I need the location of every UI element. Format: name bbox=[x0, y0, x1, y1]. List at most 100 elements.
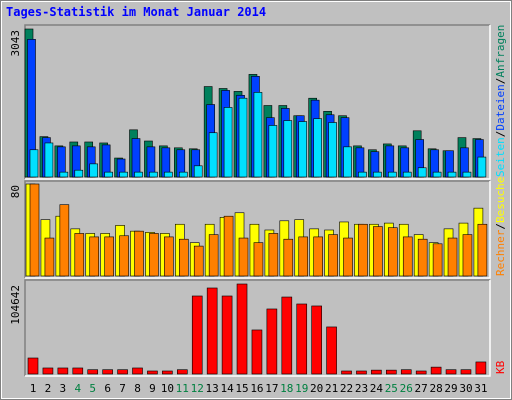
bar bbox=[147, 370, 158, 375]
x-tick-label: 21 bbox=[325, 382, 338, 395]
legend-entry: Besuche bbox=[494, 177, 507, 223]
bar bbox=[281, 296, 293, 375]
bar bbox=[193, 245, 204, 277]
bar bbox=[44, 142, 54, 178]
legend: Rechner/Besuche bbox=[494, 177, 507, 276]
bar bbox=[313, 118, 322, 178]
bar bbox=[447, 171, 457, 178]
bar bbox=[268, 125, 278, 178]
x-tick-label: 31 bbox=[474, 382, 487, 395]
bar bbox=[462, 171, 472, 178]
x-tick-label: 9 bbox=[149, 382, 156, 395]
bar bbox=[417, 238, 428, 277]
bar bbox=[373, 226, 383, 277]
bar bbox=[59, 204, 70, 277]
bar bbox=[164, 171, 173, 178]
panel-bevel bbox=[24, 180, 490, 278]
bar bbox=[27, 357, 39, 375]
bar bbox=[223, 107, 233, 178]
x-tick-label: 20 bbox=[310, 382, 323, 395]
bar bbox=[296, 303, 308, 375]
legend-separator: / bbox=[494, 223, 507, 230]
bar bbox=[356, 370, 367, 375]
x-tick-label: 24 bbox=[370, 382, 384, 395]
bar bbox=[462, 234, 473, 277]
chart-title: Tages-Statistik im Monat Januar 2014 bbox=[6, 5, 266, 19]
bar bbox=[131, 138, 141, 178]
bar bbox=[104, 171, 113, 178]
bar bbox=[341, 370, 352, 375]
x-tick-label: 8 bbox=[134, 382, 141, 395]
bar bbox=[42, 367, 54, 375]
bar bbox=[400, 369, 412, 375]
bar bbox=[268, 233, 279, 277]
bar bbox=[57, 367, 69, 375]
bar bbox=[72, 367, 84, 375]
panel-bevel bbox=[25, 280, 491, 377]
bar bbox=[74, 233, 85, 277]
legend-entry: Rechner bbox=[494, 229, 507, 276]
bar bbox=[432, 171, 442, 178]
bar bbox=[208, 234, 219, 277]
bar bbox=[104, 236, 114, 277]
legend-entry: KB bbox=[494, 360, 507, 374]
legend-entry: Anfragen bbox=[494, 25, 507, 78]
bar bbox=[477, 223, 488, 277]
x-tick-label: 28 bbox=[429, 382, 442, 395]
bar bbox=[149, 171, 158, 178]
y-tick-label: 104642 bbox=[9, 285, 22, 325]
bar bbox=[29, 183, 40, 277]
bar bbox=[328, 234, 338, 277]
bar bbox=[238, 97, 248, 178]
x-tick-label: 11 bbox=[176, 382, 189, 395]
x-tick-label: 29 bbox=[444, 382, 457, 395]
bar bbox=[430, 366, 442, 375]
bar bbox=[117, 369, 128, 375]
panel-bevel bbox=[25, 181, 491, 279]
bar bbox=[402, 171, 412, 178]
bar bbox=[298, 236, 309, 277]
y-tick-label: 80 bbox=[9, 185, 22, 198]
bar bbox=[447, 237, 458, 277]
bar bbox=[460, 369, 472, 375]
x-tick-label: 19 bbox=[295, 382, 308, 395]
bar bbox=[59, 171, 69, 178]
x-tick-label: 30 bbox=[459, 382, 472, 395]
x-tick-label: 17 bbox=[265, 382, 278, 395]
x-tick-label: 18 bbox=[280, 382, 293, 395]
bar bbox=[162, 370, 173, 375]
bar bbox=[179, 238, 189, 277]
bar bbox=[445, 369, 457, 375]
x-tick-label: 10 bbox=[161, 382, 174, 395]
bar bbox=[102, 369, 113, 375]
bar bbox=[119, 171, 128, 178]
legend-entry: Dateien bbox=[494, 84, 507, 130]
bar bbox=[266, 308, 278, 375]
bar bbox=[477, 156, 487, 178]
x-tick-label: 22 bbox=[340, 382, 353, 395]
bar bbox=[29, 149, 39, 178]
bar bbox=[177, 369, 188, 375]
bar bbox=[358, 223, 368, 277]
x-tick-label: 6 bbox=[104, 382, 111, 395]
bar bbox=[283, 238, 294, 277]
x-tick-label: 27 bbox=[415, 382, 428, 395]
bar bbox=[388, 227, 398, 277]
bar bbox=[134, 230, 144, 277]
bar bbox=[251, 329, 263, 375]
x-tick-label: 16 bbox=[250, 382, 263, 395]
bar bbox=[236, 283, 248, 375]
panel-bevel bbox=[24, 279, 490, 376]
x-tick-label: 5 bbox=[89, 382, 96, 395]
bar bbox=[132, 367, 143, 375]
x-tick-label: 3 bbox=[60, 382, 67, 395]
x-tick-label: 2 bbox=[45, 382, 52, 395]
x-tick-label: 23 bbox=[355, 382, 368, 395]
bar bbox=[238, 237, 249, 277]
bar bbox=[208, 132, 218, 178]
bar bbox=[206, 287, 218, 375]
bar bbox=[179, 171, 188, 178]
x-tick-label: 26 bbox=[400, 382, 413, 395]
